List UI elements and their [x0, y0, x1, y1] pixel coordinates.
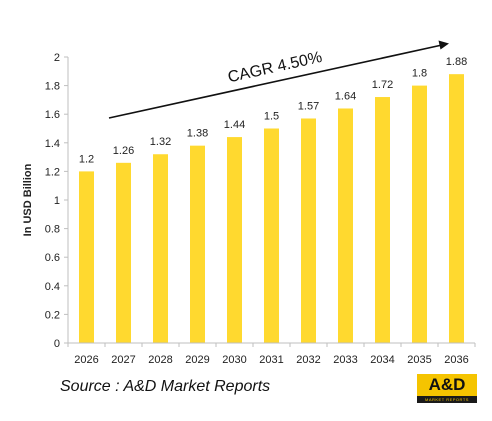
y-tick-label: 1.2 [45, 166, 60, 178]
y-tick-label: 0.6 [45, 252, 60, 264]
x-tick-label: 2031 [259, 354, 283, 366]
x-tick-label: 2033 [333, 354, 357, 366]
x-tick-label: 2034 [370, 354, 394, 366]
bar-data-label: 1.5 [264, 111, 279, 123]
y-tick-label: 2 [54, 52, 60, 64]
bar [264, 128, 279, 343]
cagr-annotation: CAGR 4.50% [108, 40, 449, 119]
bars: 1.2 1.26 1.32 1.38 1.44 1.5 1.57 1.64 1.72 1.8 1.8… [79, 56, 467, 344]
cagr-arrowhead-icon [438, 40, 449, 50]
cagr-label: CAGR 4.50% [226, 49, 323, 86]
logo-text: A&D [428, 375, 466, 394]
x-tick-label: 2028 [148, 354, 172, 366]
bar-data-label: 1.38 [187, 128, 208, 140]
y-tick-label: 0 [54, 338, 60, 350]
y-axis-label: In USD Billion [22, 163, 34, 236]
y-tick-label: 1.4 [45, 138, 60, 150]
y-tick-label: 1.6 [45, 109, 60, 121]
x-tick-label: 2030 [222, 354, 246, 366]
bar-data-label: 1.2 [79, 153, 94, 165]
bar [449, 74, 464, 343]
bar-data-label: 1.32 [150, 136, 171, 148]
x-tick-label: 2035 [407, 354, 431, 366]
y-tick-label: 1 [54, 195, 60, 207]
x-tick-label: 2027 [111, 354, 135, 366]
x-tick-label: 2032 [296, 354, 320, 366]
x-tick-label: 2026 [74, 354, 98, 366]
y-tick-label: 0.8 [45, 224, 60, 236]
bar [375, 97, 390, 343]
bar [79, 171, 94, 343]
bar [412, 85, 427, 343]
cagr-arrow-line [108, 44, 443, 119]
y-tick-label: 0.2 [45, 309, 60, 321]
bar-data-label: 1.88 [446, 56, 467, 68]
bar-data-label: 1.57 [298, 100, 319, 112]
company-logo: A&D MARKET REPORTS [417, 374, 477, 403]
bar-data-label: 1.8 [412, 68, 427, 80]
y-tick-label: 0.4 [45, 281, 60, 293]
logo-subtext: MARKET REPORTS [417, 396, 477, 403]
bar-data-label: 1.72 [372, 79, 393, 91]
bar-data-label: 1.26 [113, 145, 134, 157]
bar [338, 108, 353, 343]
y-axis: 0 0.2 0.4 0.6 0.8 1 1.2 1.4 1.6 1.8 2 [45, 52, 69, 350]
bar-data-label: 1.44 [224, 119, 245, 131]
x-tick-label: 2029 [185, 354, 209, 366]
source-note: Source : A&D Market Reports [60, 378, 271, 395]
bar [116, 162, 131, 343]
bar [227, 137, 242, 343]
bar [190, 145, 205, 343]
bar [153, 154, 168, 343]
x-axis: 2026 2027 2028 2029 2030 2031 2032 2033 2034 2035… [67, 342, 476, 366]
x-tick-label: 2036 [444, 354, 468, 366]
bar-data-label: 1.64 [335, 90, 356, 102]
bar [301, 118, 316, 344]
y-tick-label: 1.8 [45, 81, 60, 93]
